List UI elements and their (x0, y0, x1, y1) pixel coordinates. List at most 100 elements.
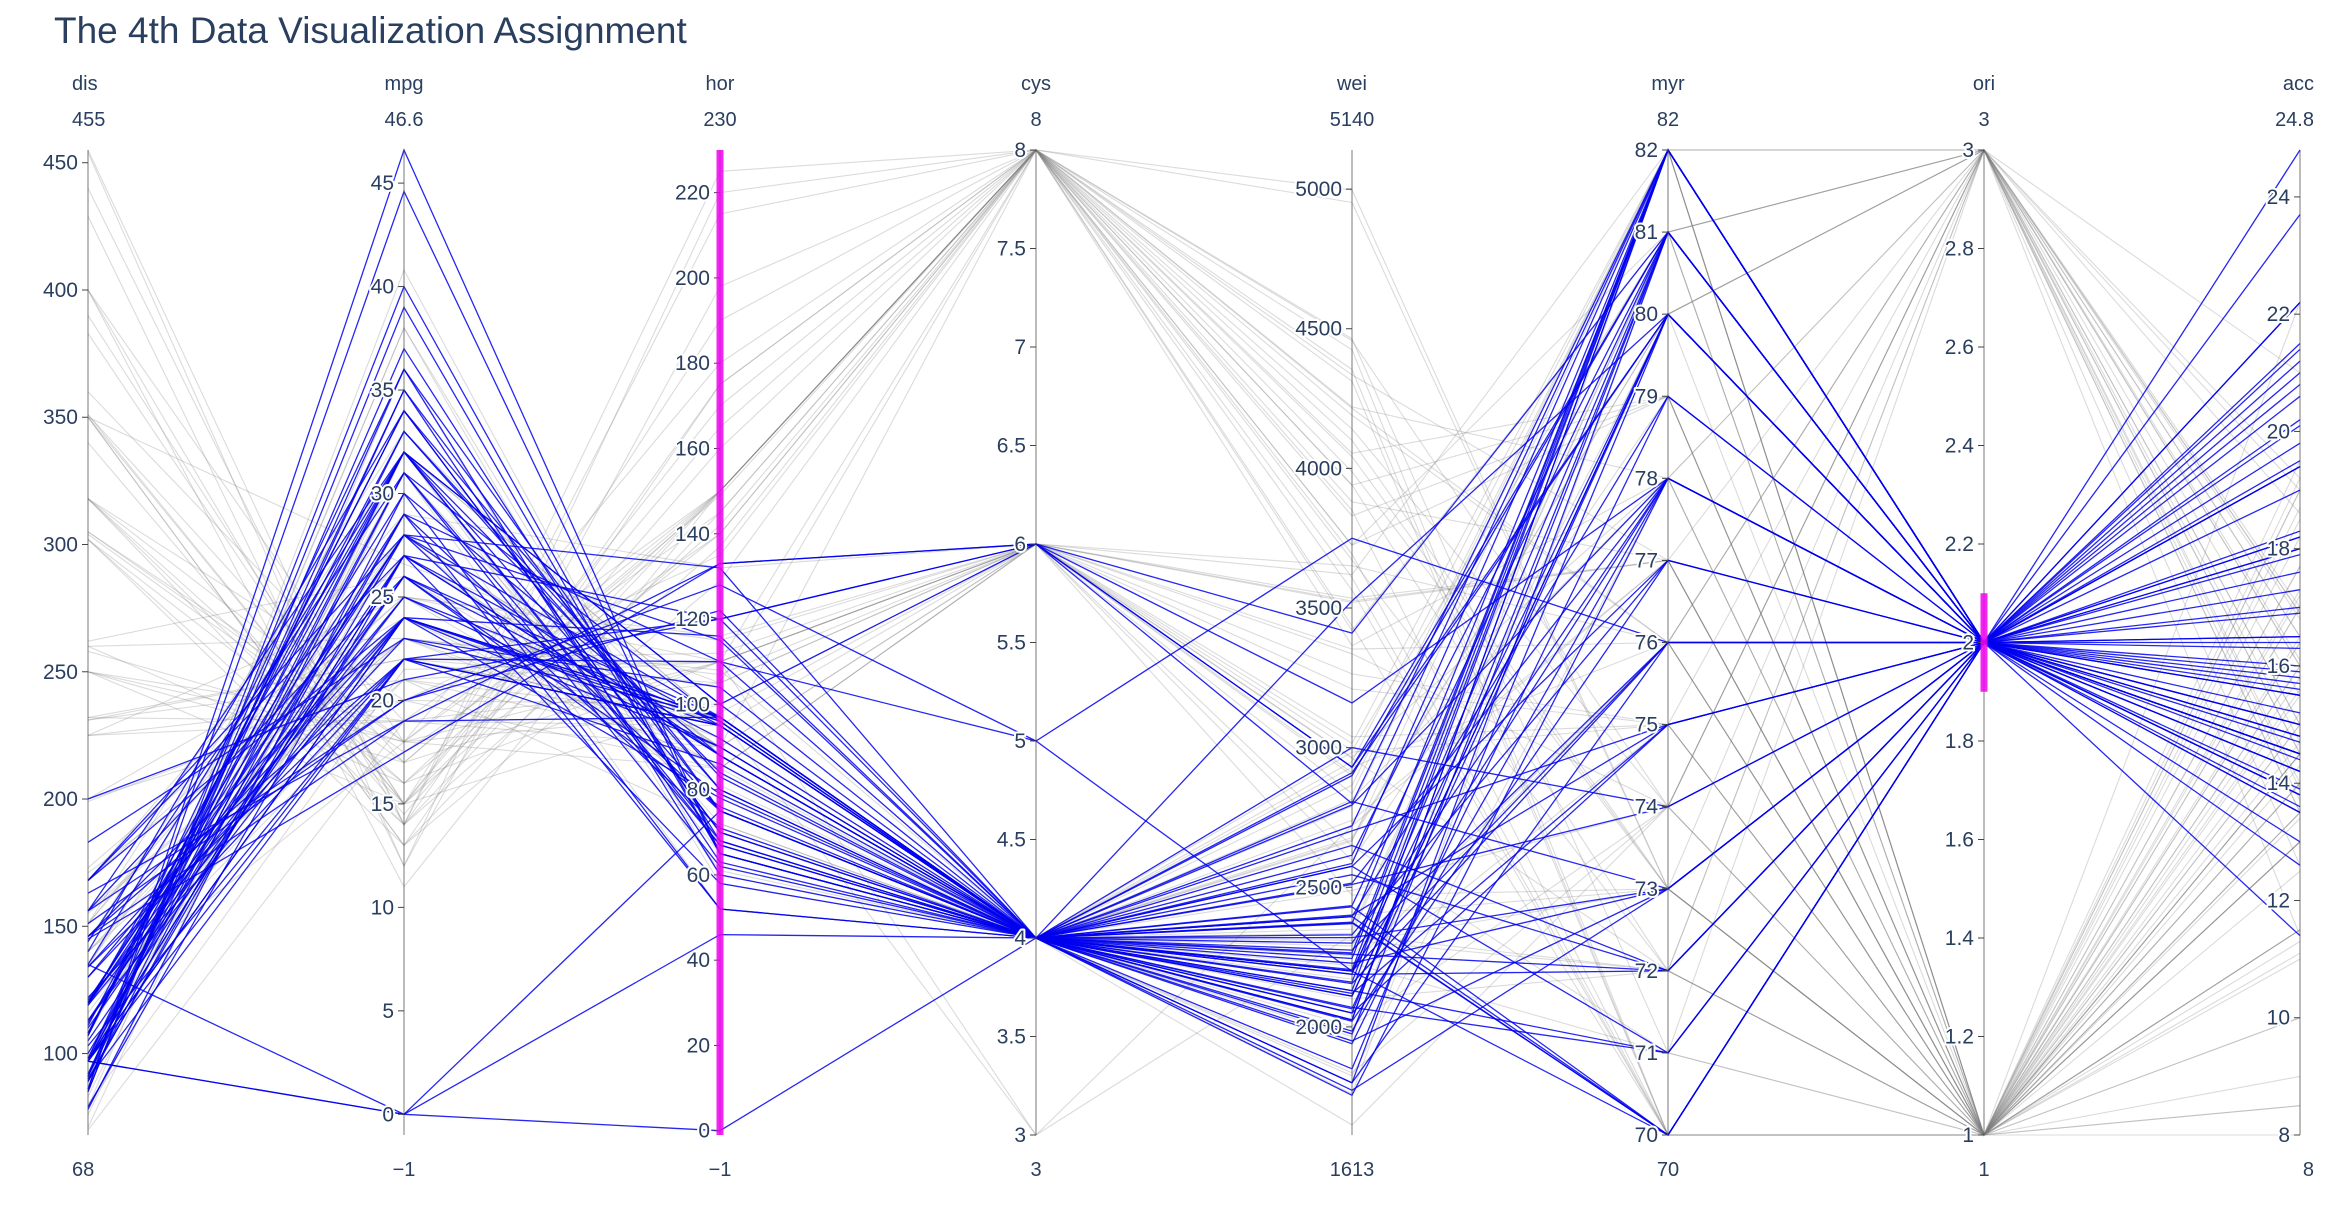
context-line (87, 149, 2301, 1136)
context-line (87, 148, 2301, 1137)
tick-label: 1.8 (1945, 730, 1974, 753)
context-line (87, 149, 2301, 1136)
tick-label: 4 (1014, 927, 1026, 950)
context-line (87, 149, 2301, 1036)
tick-label: 7 (1014, 336, 1026, 359)
context-line (87, 148, 2301, 1137)
selected-line (87, 575, 2301, 1029)
tick-label: 5 (382, 1000, 394, 1023)
axis-max-label: 82 (1657, 109, 1679, 131)
context-line (87, 543, 2301, 1136)
tick-label: 220 (675, 182, 710, 205)
selected-line (87, 513, 2301, 1054)
tick-label: 3 (1014, 1124, 1026, 1147)
context-line (87, 519, 2301, 1136)
context-line (87, 149, 2301, 965)
context-line (87, 149, 2301, 1136)
tick-label: 18 (2267, 538, 2290, 561)
axis-max-label: 455 (72, 109, 105, 131)
tick-label: 70 (1635, 1124, 1658, 1147)
tick-label: 2.6 (1945, 336, 1974, 359)
tick-label: 5.5 (997, 632, 1026, 655)
tick-label: 200 (675, 267, 710, 290)
tick-label: 40 (371, 276, 394, 299)
context-line (87, 149, 2301, 939)
axis-min-label: −1 (393, 1159, 416, 1181)
tick-label: 1.4 (1945, 927, 1975, 950)
tick-label: 71 (1635, 1042, 1658, 1065)
tick-label: 100 (675, 693, 710, 716)
context-line (87, 148, 2301, 1137)
tick-label: 80 (687, 779, 710, 802)
context-line (87, 543, 2301, 1136)
axis-max-label: 8 (1030, 109, 1041, 131)
context-line (87, 149, 2301, 1128)
context-line (87, 149, 2301, 1136)
tick-label: 6.5 (997, 435, 1026, 458)
axis-mpg: mpg 46.6 −1 0 5 10 15 20 25 30 35 40 45 (369, 73, 424, 1181)
tick-label: 4000 (1295, 457, 1342, 480)
tick-label: 6 (1014, 533, 1026, 556)
selected-line (87, 388, 2301, 1059)
axis-max-label: 3 (1978, 109, 1989, 131)
tick-label: 350 (43, 406, 78, 429)
tick-label: 5 (1014, 730, 1026, 753)
tick-label: 81 (1635, 221, 1658, 244)
context-line (87, 148, 2301, 1136)
tick-label: 2500 (1295, 876, 1342, 899)
tick-label: 24 (2267, 186, 2291, 209)
axis-max-label: 5140 (1330, 109, 1375, 131)
tick-label: 20 (2267, 420, 2290, 443)
axes: dis45568100150200250300350400450mpg46.6−… (41, 73, 2314, 1181)
tick-label: 100 (43, 1043, 78, 1066)
context-line (87, 148, 2301, 1137)
tick-label: 160 (675, 437, 710, 460)
context-line (87, 149, 2301, 1136)
selected-line (87, 637, 2301, 1054)
context-line (87, 149, 2301, 1136)
tick-label: 3000 (1295, 737, 1342, 760)
context-line (87, 148, 2301, 1126)
axis-title: wei (1336, 73, 1367, 95)
context-line (87, 149, 2300, 1136)
context-line (87, 312, 2301, 1137)
axis-title: ori (1973, 73, 1995, 95)
axis-max-label: 46.6 (385, 109, 424, 131)
tick-label: 78 (1635, 467, 1658, 490)
context-line (87, 149, 2301, 942)
tick-label: 60 (687, 864, 710, 887)
context-line (87, 543, 2301, 1136)
tick-label: 0 (382, 1103, 394, 1126)
tick-label: 35 (371, 379, 394, 402)
selected-line (87, 409, 2301, 1136)
axis-min-label: 3 (1030, 1159, 1041, 1181)
axis-acc: acc 24.8 88 10 12 14 16 18 20 22 24 (2265, 73, 2314, 1181)
selected-line (87, 148, 2301, 1062)
tick-label: 1.2 (1945, 1026, 1974, 1049)
selected-line (87, 348, 2301, 1001)
tick-label: 4.5 (997, 829, 1026, 852)
axis-title: mpg (385, 73, 424, 95)
tick-label: 76 (1635, 632, 1658, 655)
context-line (87, 149, 2301, 1136)
context-line (87, 149, 2301, 1136)
axis-min-label: 1613 (1330, 1159, 1375, 1181)
tick-label: 120 (675, 608, 710, 631)
axis-min-label: 70 (1657, 1159, 1679, 1181)
context-line (87, 149, 2301, 1136)
context-line (87, 430, 2301, 1137)
tick-label: 8 (2278, 1124, 2290, 1147)
context-line (87, 149, 2301, 1136)
tick-label: 12 (2267, 889, 2290, 912)
context-line (87, 149, 2301, 1136)
tick-label: 400 (43, 279, 78, 302)
context-line (87, 148, 2301, 1062)
axis-title: myr (1651, 73, 1685, 95)
axis-cys: cys 8 33 3.5 4 4.5 5 5.5 6 6.5 7 7.5 8 (995, 73, 1051, 1181)
context-line (87, 149, 2301, 1136)
tick-label: 82 (1635, 139, 1658, 162)
axis-max-label: 230 (703, 109, 736, 131)
tick-label: 20 (687, 1034, 710, 1057)
context-line (87, 149, 2301, 1136)
